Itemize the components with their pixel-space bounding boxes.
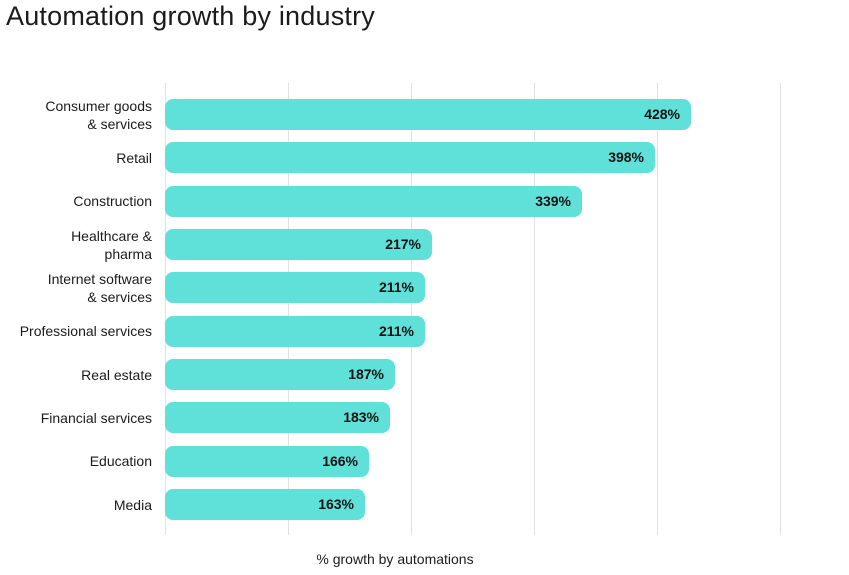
category-labels-column: Consumer goods & services Retail Construct… bbox=[0, 83, 152, 535]
value-label-2: 398% bbox=[608, 149, 644, 165]
bar-4: 217% bbox=[165, 229, 432, 260]
value-label-3: 339% bbox=[535, 193, 571, 209]
value-label-10: 163% bbox=[318, 496, 354, 512]
value-label-1: 428% bbox=[644, 106, 680, 122]
gridline-200 bbox=[411, 83, 412, 535]
plot-area: 428% 398% 339% 217% 211% 211% 187% 183% 166% 163% bbox=[165, 83, 849, 535]
category-label-6: Professional services bbox=[19, 323, 152, 339]
category-label-1: Consumer goods & services bbox=[45, 98, 152, 132]
category-label-7: Real estate bbox=[81, 367, 152, 383]
category-label-2: Retail bbox=[116, 150, 152, 166]
bar-7: 187% bbox=[165, 359, 395, 390]
gridline-300 bbox=[534, 83, 535, 535]
value-label-7: 187% bbox=[348, 366, 384, 382]
category-label-10: Media bbox=[113, 497, 152, 513]
category-label-3: Construction bbox=[73, 193, 152, 209]
gridline-100 bbox=[288, 83, 289, 535]
category-label-9: Education bbox=[89, 453, 152, 469]
category-label-5: Internet software & services bbox=[47, 271, 152, 305]
value-label-4: 217% bbox=[385, 236, 421, 252]
bar-5: 211% bbox=[165, 272, 425, 303]
bar-3: 339% bbox=[165, 186, 582, 217]
value-label-6: 211% bbox=[378, 323, 414, 339]
bar-9: 166% bbox=[165, 446, 369, 477]
gridline-500 bbox=[780, 83, 781, 535]
bar-2: 398% bbox=[165, 142, 655, 173]
value-label-5: 211% bbox=[378, 279, 414, 295]
gridline-0 bbox=[165, 83, 166, 535]
chart-title: Automation growth by industry bbox=[6, 1, 375, 31]
value-label-8: 183% bbox=[343, 409, 379, 425]
category-label-8: Financial services bbox=[40, 410, 152, 426]
category-label-4: Healthcare & pharma bbox=[71, 228, 152, 262]
bar-10: 163% bbox=[165, 489, 365, 520]
gridline-400 bbox=[657, 83, 658, 535]
bar-8: 183% bbox=[165, 402, 390, 433]
bar-1: 428% bbox=[165, 99, 691, 130]
bar-6: 211% bbox=[165, 316, 425, 347]
x-axis-label: % growth by automations bbox=[316, 551, 474, 567]
value-label-9: 166% bbox=[322, 453, 358, 469]
